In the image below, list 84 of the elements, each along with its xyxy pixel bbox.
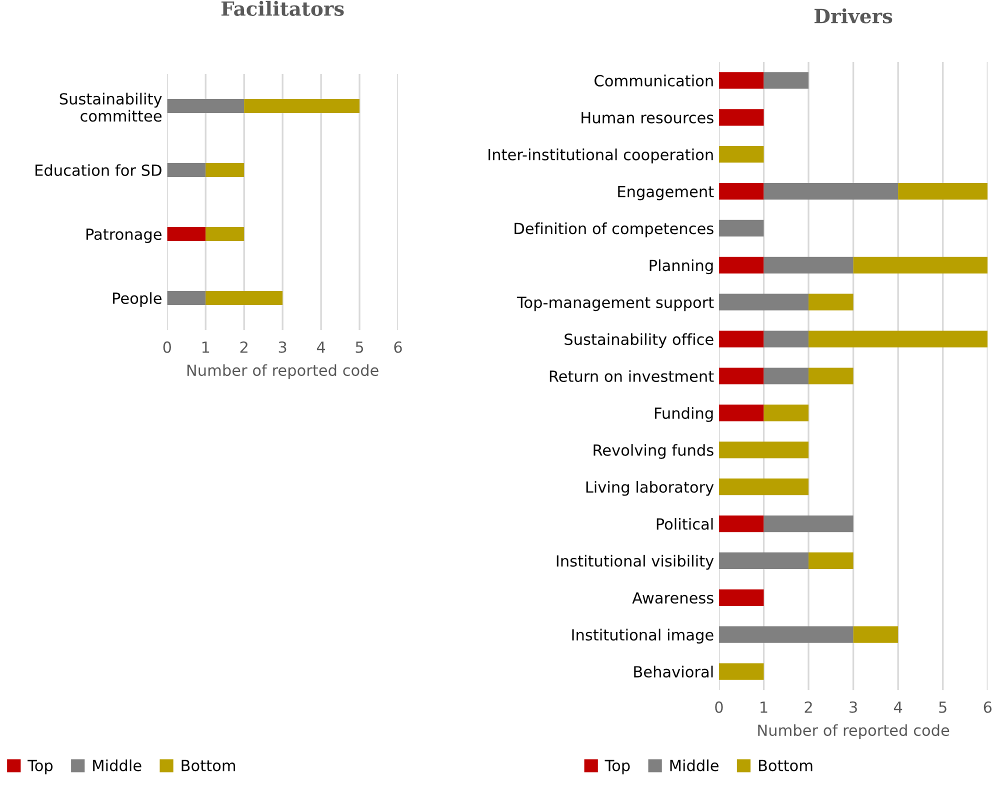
y-tick-label: Inter-institutional cooperation [488,148,713,164]
x-tick-label: 0 [163,341,172,353]
y-tick-label: Patronage [86,228,162,243]
y-tick-label: Top-management support [516,296,714,312]
y-tick-label: Sustainability office [564,333,714,348]
bar [718,404,764,422]
bar [718,515,764,532]
bar [764,256,854,274]
x-tick-label: 2 [804,701,812,713]
bar [853,256,988,274]
y-tick-label: Human resources [582,112,714,124]
x-tick-label: 3 [278,341,286,353]
x-tick-label: 1 [202,342,210,353]
x-tick-label: 1 [760,702,768,713]
bar [764,330,809,348]
y-tick-label: Institutional image [572,628,714,644]
y-tick-label: Revolving funds [594,444,714,459]
y-tick-label: Engagement [618,186,714,200]
x-tick-label: 6 [394,341,402,353]
bar [853,626,898,643]
legend-label: Top [28,760,53,774]
bar [718,72,764,89]
bar [718,478,809,496]
bar [206,226,244,242]
x-tick-label: 3 [850,701,857,713]
bar [898,182,988,200]
chart-title: Facilitators [221,0,344,16]
bar [718,552,809,570]
x-tick-label: 2 [240,341,248,353]
bar [718,182,764,200]
x-tick-label: 0 [715,701,723,713]
y-tick-label: Definition of competences [514,222,714,238]
y-tick-label: Communication [594,74,713,86]
bar [167,98,244,114]
y-tick-label: Return on investment [550,370,714,382]
y-tick-label: People [113,292,162,307]
bar [167,226,206,242]
y-tick-label: Funding [654,407,713,422]
bar [718,442,809,458]
bar [764,72,809,89]
x-tick-label: 5 [356,342,364,353]
chart-title: Drivers [814,8,892,24]
bar [764,182,898,200]
y-tick-label: Sustainability committee [60,92,162,122]
y-tick-label: Education for SD [36,164,162,176]
y-tick-label: Awareness [632,592,714,604]
bar [718,626,854,643]
y-tick-label: Institutional visibility [556,554,714,570]
bar [808,368,854,384]
bar [244,98,360,114]
x-tick-label: 5 [939,702,946,713]
bar [808,330,988,348]
legend-label: Middle [93,759,142,772]
y-tick-label: Behavioral [634,666,713,678]
legend-label: Middle [670,759,718,772]
bar [206,162,244,178]
legend-label: Bottom [182,760,236,772]
y-tick-label: Political [656,518,713,530]
bar [764,515,854,532]
x-axis-title: Number of reported code [187,364,378,380]
bar [808,552,854,570]
bar [718,146,764,163]
bar [167,290,206,306]
legend-label: Bottom [758,760,812,772]
bar [718,330,764,348]
bar [764,404,809,422]
x-axis-title: Number of reported code [758,724,950,740]
bar [167,162,206,178]
bar [718,663,764,680]
x-tick-label: 4 [894,702,902,713]
bar [206,290,283,306]
legend-label: Top [604,760,630,774]
bar [718,589,764,606]
bar [764,368,809,384]
x-tick-label: 4 [316,342,326,353]
bar [718,294,809,310]
bar [718,109,764,126]
bar [808,294,854,310]
bar [718,220,764,237]
bar [718,368,764,384]
y-tick-label: Living laboratory [586,481,714,496]
y-tick-label: Planning [650,259,713,274]
bar [718,256,764,274]
x-tick-label: 6 [984,701,992,713]
